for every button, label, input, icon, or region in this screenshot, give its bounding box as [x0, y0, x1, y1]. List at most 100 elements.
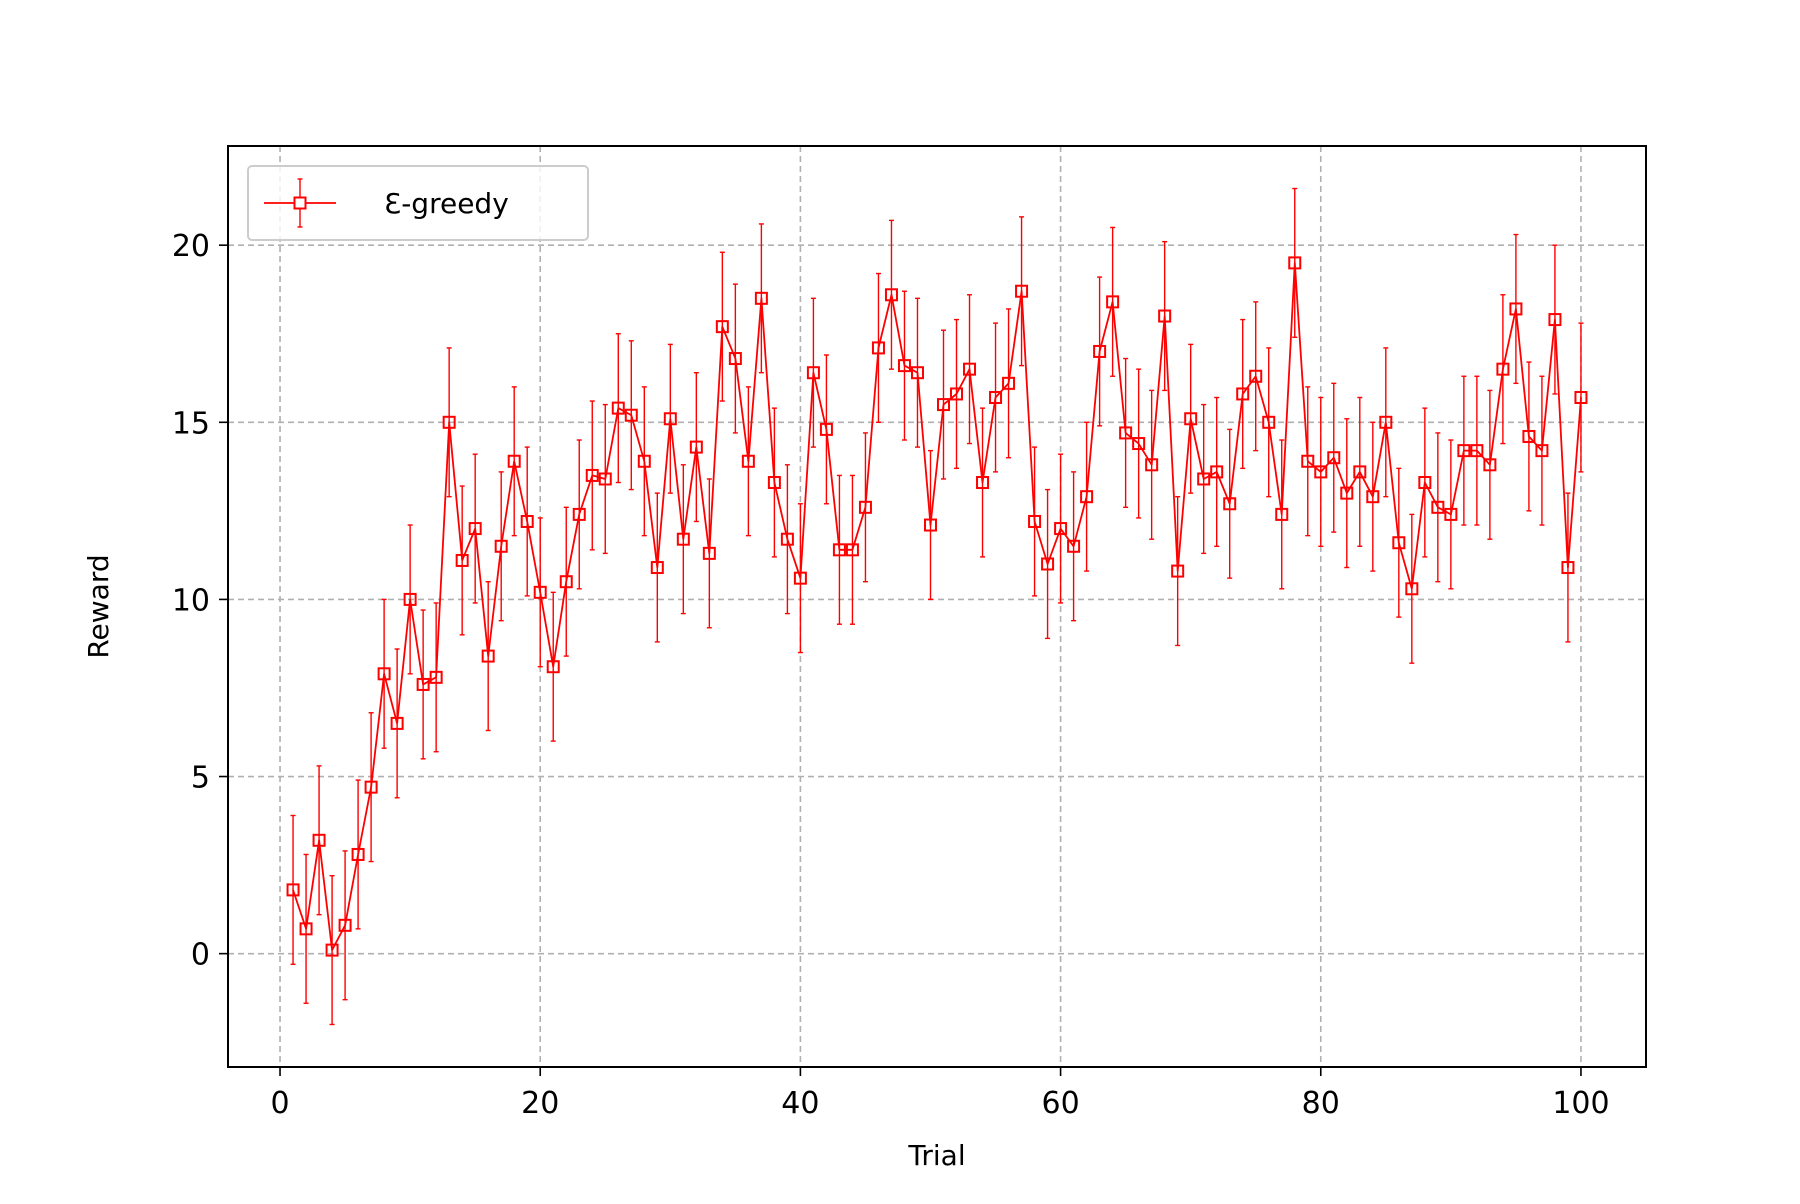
data-point — [481, 649, 495, 663]
data-point — [741, 454, 755, 468]
x-axis-label: Trial — [907, 1139, 965, 1172]
data-point — [1457, 444, 1471, 458]
data-point — [351, 847, 365, 861]
data-point — [1535, 444, 1549, 458]
legend-marker — [293, 196, 307, 210]
data-point — [963, 362, 977, 376]
data-point — [1223, 497, 1237, 511]
data-point — [832, 543, 846, 557]
data-point — [1080, 490, 1094, 504]
data-point — [1431, 500, 1445, 514]
x-tick-label: 20 — [521, 1086, 559, 1121]
data-point — [1158, 309, 1172, 323]
data-point — [442, 415, 456, 429]
data-point — [1028, 514, 1042, 528]
data-point — [1353, 465, 1367, 479]
data-point — [598, 472, 612, 486]
data-point — [1548, 313, 1562, 327]
data-point — [403, 592, 417, 606]
data-point — [1249, 369, 1263, 383]
data-point — [806, 366, 820, 380]
data-point — [780, 532, 794, 546]
data-point — [989, 391, 1003, 405]
plot-frame — [227, 145, 1647, 1068]
data-point — [637, 454, 651, 468]
data-point — [1574, 391, 1588, 405]
data-point — [325, 943, 339, 957]
data-point — [1041, 557, 1055, 571]
data-point — [1132, 437, 1146, 451]
data-point — [650, 561, 664, 575]
data-point — [1379, 415, 1393, 429]
x-tick-label: 60 — [1041, 1086, 1079, 1121]
data-point — [702, 546, 716, 560]
series-line — [292, 261, 1582, 951]
series-layer — [286, 187, 1588, 1026]
data-point — [1509, 302, 1523, 316]
data-point — [468, 522, 482, 536]
data-point — [624, 408, 638, 422]
legend: Ɛ-greedy — [247, 165, 589, 241]
data-point — [507, 454, 521, 468]
data-point — [1444, 507, 1458, 521]
data-point — [767, 476, 781, 490]
data-point — [728, 352, 742, 366]
data-point — [1314, 465, 1328, 479]
data-point — [1405, 582, 1419, 596]
data-point — [663, 412, 677, 426]
data-point — [1119, 426, 1133, 440]
data-point — [312, 833, 326, 847]
data-point — [884, 288, 898, 302]
data-point — [819, 422, 833, 436]
data-point — [1184, 412, 1198, 426]
legend-label: Ɛ-greedy — [384, 187, 509, 220]
y-tick-label: 20 — [172, 229, 210, 264]
y-tick-label: 10 — [172, 583, 210, 618]
data-point — [1197, 472, 1211, 486]
data-point — [1288, 256, 1302, 270]
data-point — [793, 571, 807, 585]
axis-layer: 0 20 40 60 80 100 0 5 10 15 20 — [172, 229, 1610, 1121]
data-point — [923, 518, 937, 532]
data-point — [1561, 561, 1575, 575]
data-point — [1483, 458, 1497, 472]
data-point — [377, 667, 391, 681]
data-point — [689, 440, 703, 454]
data-point — [416, 677, 430, 691]
data-point — [494, 539, 508, 553]
data-point — [858, 500, 872, 514]
data-point — [1106, 295, 1120, 309]
data-point — [585, 468, 599, 482]
data-point — [715, 320, 729, 334]
data-point — [1366, 490, 1380, 504]
data-point — [1093, 344, 1107, 358]
data-point — [390, 716, 404, 730]
data-point — [950, 387, 964, 401]
data-point — [299, 922, 313, 936]
data-point — [754, 291, 768, 305]
data-point — [976, 476, 990, 490]
data-point — [1145, 458, 1159, 472]
legend-swatch — [264, 178, 336, 228]
data-point — [1418, 476, 1432, 490]
y-tick-label: 15 — [172, 406, 210, 441]
data-point — [429, 670, 443, 684]
data-point — [559, 575, 573, 589]
y-axis-label: Reward — [82, 554, 115, 658]
data-point — [845, 543, 859, 557]
data-point — [1067, 539, 1081, 553]
data-point — [1301, 454, 1315, 468]
data-point — [611, 401, 625, 415]
data-point — [572, 507, 586, 521]
data-point — [1470, 444, 1484, 458]
data-point — [364, 780, 378, 794]
data-point — [1496, 362, 1510, 376]
y-tick-label: 5 — [191, 761, 210, 796]
data-point — [1327, 451, 1341, 465]
data-point — [910, 366, 924, 380]
data-point — [1015, 284, 1029, 298]
y-tick-label: 0 — [191, 938, 210, 973]
data-point — [546, 660, 560, 674]
data-point — [1171, 564, 1185, 578]
